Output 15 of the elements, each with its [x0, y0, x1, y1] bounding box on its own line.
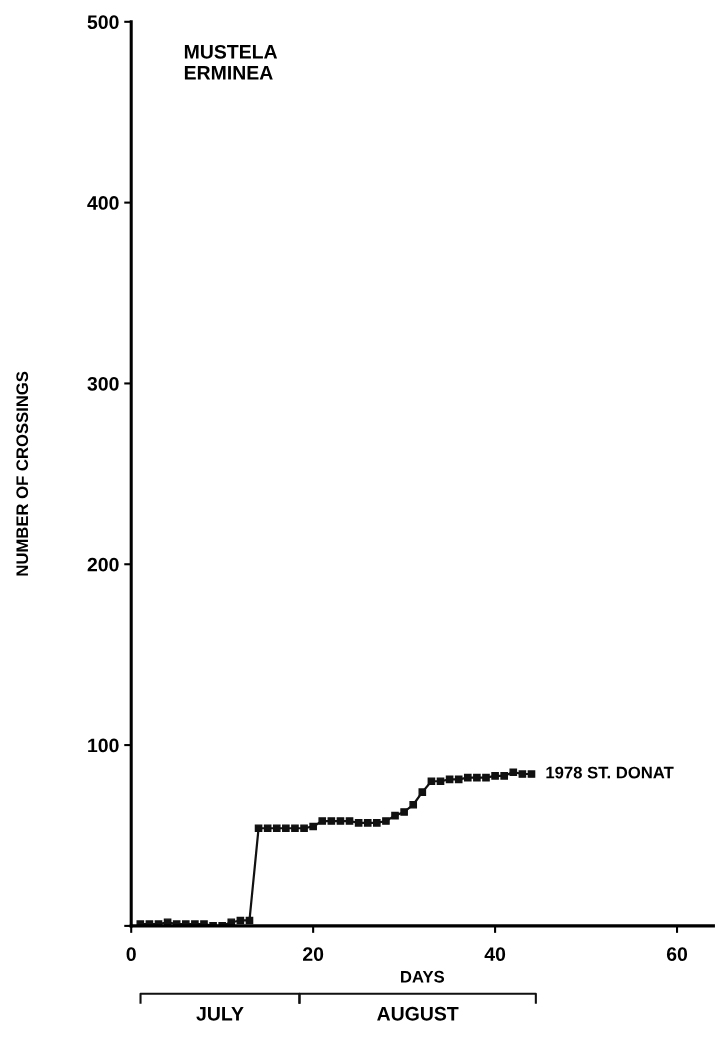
y-tick-label: 200: [87, 557, 119, 572]
y-tick-label: 300: [87, 376, 119, 391]
x-axis-title: DAYS: [401, 970, 445, 983]
x-tick-label: 40: [484, 947, 506, 962]
x-tick-label: 60: [666, 947, 688, 962]
x-tick-label: 20: [303, 947, 324, 962]
text: JULY: [196, 1007, 244, 1021]
series-label: 1978 ST. DONAT: [546, 766, 674, 779]
y-tick-label: 400: [87, 196, 119, 210]
x-tick-label: 0: [126, 947, 136, 962]
text: MUSTELA ERMINEA: [184, 44, 278, 80]
y-tick-label: 500: [87, 15, 119, 30]
y-tick-label: 100: [88, 738, 119, 753]
y-axis-title: NUMBER OF CROSSINGS: [16, 371, 29, 576]
text: AUGUST: [377, 1006, 459, 1021]
